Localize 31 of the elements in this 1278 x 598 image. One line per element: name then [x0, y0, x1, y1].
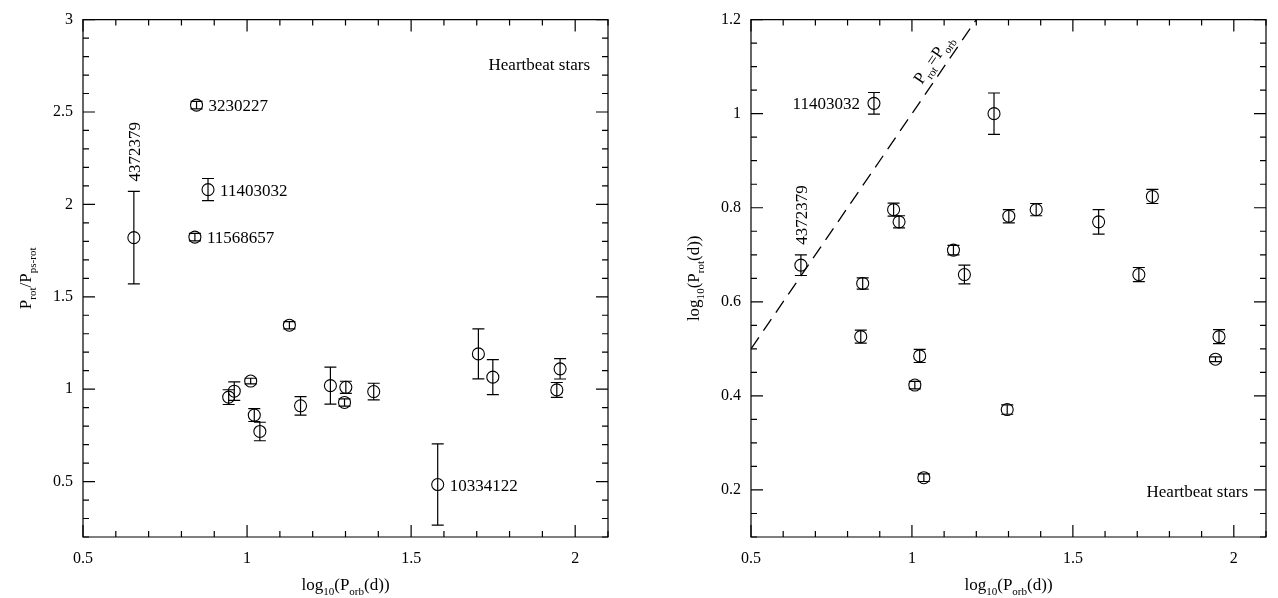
x-tick-label: 2 — [1229, 548, 1238, 566]
x-tick-label: 1 — [243, 548, 252, 566]
y-tick-label: 3 — [65, 9, 73, 27]
annotation: 11403032 — [220, 180, 288, 200]
y-axis-title: log10(Prot(d)) — [684, 235, 707, 322]
y-tick-label: 1 — [733, 103, 741, 121]
y-tick-label: 0.5 — [53, 471, 73, 489]
annotation: Prot=Porb — [909, 36, 960, 88]
y-tick-label: 0.2 — [721, 480, 741, 498]
annotation: 4372379 — [124, 121, 144, 182]
y-tick-label: 0.4 — [721, 386, 741, 404]
annotation: 11403032 — [792, 94, 860, 114]
x-tick-label: 0.5 — [741, 548, 761, 566]
annotation: 11568657 — [206, 228, 275, 248]
annotation: 10334122 — [449, 475, 518, 495]
y-tick-label: 0.8 — [721, 197, 741, 215]
y-tick-label: 1 — [65, 379, 73, 397]
x-tick-label: 1 — [907, 548, 916, 566]
x-tick-label: 1.5 — [1062, 548, 1083, 566]
y-tick-label: 2 — [65, 194, 73, 212]
annotation: Heartbeat stars — [1146, 482, 1249, 501]
y-axis-title: Prot/Pps-rot — [16, 247, 39, 310]
y-tick-label: 2.5 — [53, 102, 73, 120]
y-tick-label: 0.6 — [721, 292, 741, 310]
annotation: 4372379 — [791, 185, 811, 245]
annotation: 3230227 — [208, 96, 269, 116]
y-tick-label: 1.5 — [53, 286, 73, 304]
x-tick-label: 1.5 — [401, 548, 422, 566]
x-tick-label: 2 — [571, 548, 580, 566]
annotation: Heartbeat stars — [488, 54, 591, 74]
y-tick-label: 1.2 — [721, 9, 741, 27]
